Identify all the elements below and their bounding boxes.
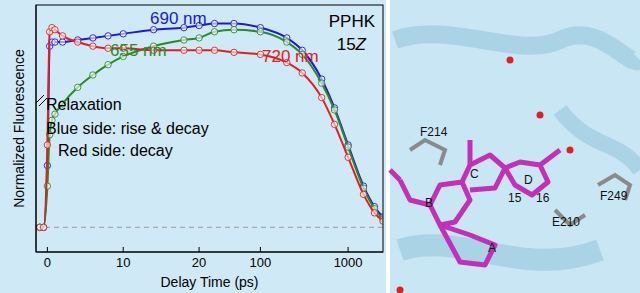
left-panel-bg — [0, 0, 386, 293]
ribbon — [395, 34, 640, 61]
x-tick-label: 20 — [192, 255, 206, 270]
data-point — [181, 47, 187, 53]
x-tick-label: 0 — [44, 255, 51, 270]
data-point — [181, 37, 187, 43]
data-point — [371, 210, 377, 216]
structure-label: B — [425, 196, 433, 210]
data-point — [318, 94, 324, 100]
data-point — [75, 39, 81, 45]
x-tick — [47, 247, 48, 252]
data-point — [196, 47, 202, 53]
series-line — [40, 30, 383, 228]
data-point — [105, 61, 111, 67]
data-point — [40, 224, 46, 230]
data-point — [44, 142, 50, 148]
data-point — [196, 35, 202, 41]
data-point — [90, 72, 96, 78]
data-point — [59, 33, 65, 39]
data-point — [105, 33, 111, 39]
data-point — [331, 121, 337, 127]
data-point — [231, 49, 237, 55]
x-tick-label: 1000 — [334, 255, 363, 270]
structure-label: E210 — [552, 215, 580, 229]
x-tick-label: 100 — [250, 255, 272, 270]
y-axis-title: Normalized Fluorescence — [11, 49, 27, 208]
data-point — [40, 224, 46, 230]
data-point — [90, 43, 96, 49]
data-point — [345, 154, 351, 160]
data-point — [211, 29, 217, 35]
data-point — [231, 27, 237, 33]
data-point — [211, 20, 217, 26]
chromophore — [390, 140, 560, 265]
data-point — [90, 35, 96, 41]
data-point — [231, 20, 237, 26]
series-line — [40, 28, 383, 228]
x-tick — [123, 247, 124, 252]
x-tick-label: 10 — [116, 255, 130, 270]
annotation: Relaxation — [46, 96, 122, 113]
grid-line — [36, 227, 383, 228]
data-point — [360, 191, 366, 197]
water — [397, 287, 404, 293]
structure-label: F214 — [420, 125, 448, 139]
series-label: 690 nm — [150, 9, 207, 28]
structure-label: 15 — [508, 191, 522, 205]
plot-area — [37, 20, 383, 230]
structure-label: C — [470, 167, 479, 181]
right-panel-bg — [390, 0, 640, 293]
x-tick — [199, 247, 200, 252]
series-label: 655 nm — [110, 41, 167, 60]
annotation: Red side: decay — [58, 142, 173, 159]
subtitle: 15Z — [337, 35, 367, 54]
x-tick — [348, 247, 349, 252]
data-point — [331, 107, 337, 113]
y-axis-domain — [36, 5, 37, 252]
ribbon — [560, 110, 640, 170]
data-point — [299, 70, 305, 76]
x-tick — [260, 247, 261, 252]
title: PPHK — [329, 12, 376, 31]
data-point — [52, 27, 58, 33]
water — [537, 112, 544, 119]
water — [507, 57, 514, 64]
series-label: 720 nm — [262, 47, 319, 66]
data-point — [284, 39, 290, 45]
series-line — [40, 24, 383, 228]
data-point — [75, 84, 81, 90]
data-point — [44, 183, 50, 189]
plot-frame — [36, 5, 383, 252]
data-point — [40, 224, 46, 230]
x-axis-domain — [36, 252, 383, 253]
data-point — [257, 29, 263, 35]
structure-label: 16 — [536, 191, 550, 205]
data-point — [120, 31, 126, 37]
data-point — [59, 39, 65, 45]
break-mark — [36, 95, 47, 106]
data-point — [52, 39, 58, 45]
water — [567, 147, 574, 154]
residues — [410, 140, 630, 225]
structure-label: A — [488, 241, 496, 255]
data-point — [318, 80, 324, 86]
ribbon — [400, 245, 600, 260]
structure-label: F249 — [600, 189, 628, 203]
structure — [390, 34, 640, 293]
data-point — [211, 47, 217, 53]
structure-label: D — [524, 173, 533, 187]
annotation: Blue side: rise & decay — [46, 120, 209, 137]
x-axis-title: Delay Time (ps) — [160, 274, 258, 290]
